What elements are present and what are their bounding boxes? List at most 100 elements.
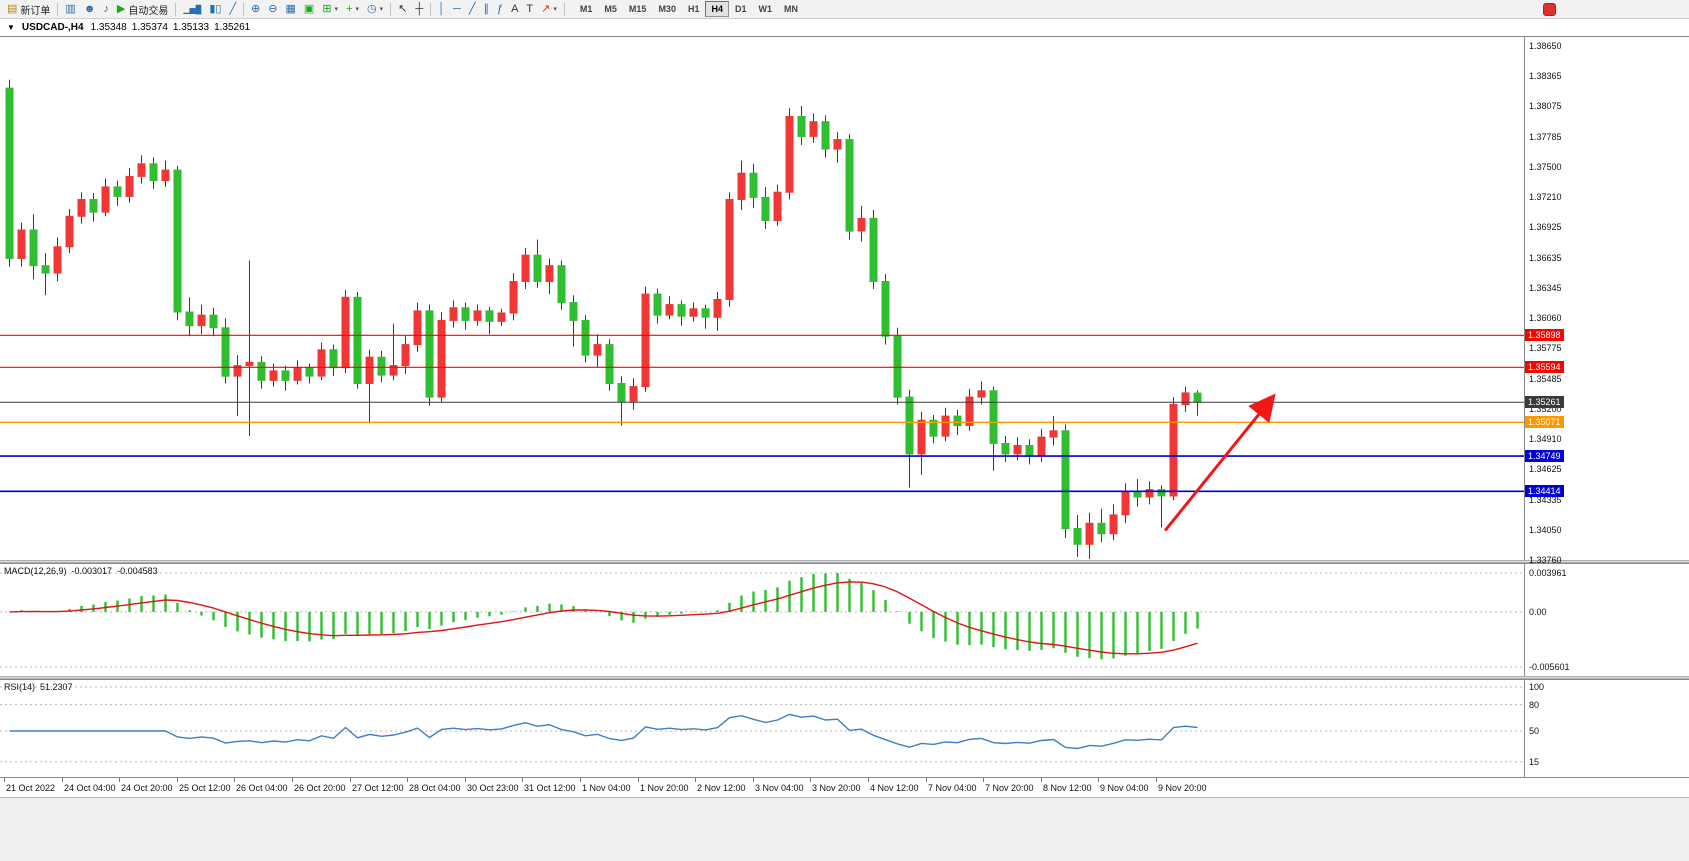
trendline-button[interactable]: ╱: [465, 1, 480, 18]
indicators-button[interactable]: + ▾: [342, 1, 363, 18]
tile-windows-button[interactable]: ▣: [300, 1, 318, 18]
trend-arrow[interactable]: [1163, 393, 1276, 532]
dropdown-caret-icon: ▾: [553, 6, 557, 13]
charts-button[interactable]: ▥: [61, 1, 79, 18]
price-tag: 1.34749: [1525, 450, 1564, 462]
time-label: 3 Nov 20:00: [812, 783, 861, 793]
rsi-axis-label: 50: [1529, 726, 1540, 736]
trendline-icon: ╱: [468, 2, 476, 15]
price-tick: 1.36635: [1529, 253, 1562, 263]
channel-button[interactable]: ∥: [479, 1, 493, 18]
time-tick: [753, 778, 754, 782]
autotrading-button[interactable]: ▶ 自动交易: [113, 1, 172, 18]
time-label: 9 Nov 20:00: [1158, 783, 1207, 793]
macd-histogram: [20, 573, 1199, 660]
vertical-line-icon: │: [438, 2, 446, 15]
macd-pane: MACD(12,26,9) -0.003017 -0.004583 0.003961…: [0, 563, 1689, 676]
price-chart-canvas[interactable]: [0, 37, 1524, 560]
crosshair-button[interactable]: ┼: [411, 1, 427, 18]
timeframe-m5[interactable]: M5: [604, 4, 617, 14]
text-icon: A: [511, 2, 519, 15]
periods-button[interactable]: ◷ ▾: [363, 1, 387, 18]
time-tick: [580, 778, 581, 782]
macd-axis-label: 0.003961: [1529, 568, 1567, 578]
label-icon: T: [526, 2, 534, 15]
rsi-axis-label: 80: [1529, 700, 1540, 710]
timeframe-m30[interactable]: M30: [658, 4, 676, 14]
macd-scale[interactable]: 0.003961 0.00 -0.005601: [1524, 564, 1688, 676]
alerts-button[interactable]: ♪: [99, 1, 113, 18]
price-tick: 1.38365: [1529, 71, 1562, 81]
time-axis[interactable]: 21 Oct 2022 24 Oct 04:00 24 Oct 20:00 25 Oc…: [0, 777, 1689, 797]
macd-canvas[interactable]: [0, 564, 1524, 676]
price-tick: 1.37500: [1529, 162, 1562, 172]
fibonacci-button[interactable]: ƒ: [493, 1, 507, 18]
toolbar-separator: [563, 2, 565, 16]
zoom-out-icon: ⊖: [268, 2, 278, 15]
ohlc-close: 1.35261: [214, 22, 251, 33]
macd-signal-value: -0.004583: [117, 566, 158, 576]
price-scale[interactable]: 1.38650 1.38365 1.38075 1.37785 1.37500 1.372…: [1524, 37, 1688, 565]
time-tick: [350, 778, 351, 782]
zoom-out-button[interactable]: ⊖: [264, 1, 281, 18]
time-label: 7 Nov 04:00: [928, 783, 977, 793]
time-label: 27 Oct 12:00: [352, 783, 404, 793]
text-button[interactable]: A: [507, 1, 522, 18]
price-tick: 1.34625: [1529, 464, 1562, 474]
new-chart-button[interactable]: ⊞ ▾: [318, 1, 342, 18]
grid-button[interactable]: ▦: [282, 1, 300, 18]
price-tick: 1.36345: [1529, 283, 1562, 293]
price-tag: 1.34414: [1525, 485, 1564, 497]
ohlc-high: 1.35374: [131, 22, 168, 33]
line-chart-mode-button[interactable]: ╱: [225, 1, 240, 18]
new-order-button[interactable]: ▤ 新订单: [3, 1, 54, 18]
time-tick: [465, 778, 466, 782]
rsi-scale[interactable]: 100 80 50 15: [1524, 680, 1688, 777]
dropdown-caret-icon: ▾: [379, 6, 384, 13]
timeframe-m15[interactable]: M15: [628, 4, 647, 14]
price-tag: 1.35261: [1525, 396, 1564, 408]
main-chart-pane: 1.38650 1.38365 1.38075 1.37785 1.37500 1.372…: [0, 36, 1689, 565]
zoom-in-button[interactable]: ⊕: [247, 1, 264, 18]
macd-signal-line: [9, 581, 1198, 655]
label-button[interactable]: T: [522, 1, 537, 18]
vertical-line-button[interactable]: │: [434, 1, 449, 18]
horizontal-line-button[interactable]: ─: [449, 1, 465, 18]
new-order-button-label: 新订单: [20, 5, 51, 17]
macd-label: MACD(12,26,9): [4, 566, 67, 576]
rsi-header: RSI(14) 51.2307: [4, 682, 78, 692]
workspace-filler: [0, 797, 1689, 861]
macd-main-value: -0.003017: [71, 566, 113, 576]
timeframe-h1[interactable]: H1: [687, 4, 700, 14]
timeframe-d1[interactable]: D1: [734, 4, 747, 14]
timeframe-group: M1 M5 M15 M30 H1 H4 D1 W1 MN: [574, 1, 804, 17]
timeframe-h4[interactable]: H4: [705, 1, 729, 17]
cursor-button[interactable]: ↖: [394, 1, 411, 18]
time-label: 1 Nov 04:00: [582, 783, 631, 793]
time-label: 31 Oct 12:00: [524, 783, 576, 793]
pane-splitter[interactable]: [0, 560, 1689, 563]
rsi-label: RSI(14): [4, 682, 36, 692]
notification-icon[interactable]: [1543, 2, 1556, 16]
toolbar-separator: [175, 2, 177, 16]
shapes-button[interactable]: ↗ ▾: [537, 1, 561, 18]
candlestick-series: [5, 79, 1202, 559]
pane-splitter[interactable]: [0, 676, 1689, 679]
timeframe-m1[interactable]: M1: [579, 4, 593, 14]
market-watch-button[interactable]: ☻: [80, 1, 100, 18]
price-tick: 1.38650: [1529, 41, 1562, 51]
autotrading-play-icon: ▶: [116, 2, 126, 15]
chart-menu-caret-icon[interactable]: ▼: [7, 23, 15, 32]
horizontal-line-icon: ─: [453, 2, 461, 15]
candlestick-mode-button[interactable]: ▮▯: [205, 1, 225, 18]
arrow-shape-icon: ↗: [541, 2, 551, 15]
price-tick: 1.34910: [1529, 434, 1562, 444]
ohlc-low: 1.35133: [172, 22, 210, 33]
bar-chart-mode-button[interactable]: ▁▅█: [179, 1, 205, 18]
rsi-canvas[interactable]: [0, 680, 1524, 777]
timeframe-w1[interactable]: W1: [758, 4, 773, 14]
sound-icon: ♪: [103, 2, 109, 15]
time-label: 9 Nov 04:00: [1100, 783, 1149, 793]
timeframe-mn[interactable]: MN: [784, 4, 798, 14]
price-tick: 1.36925: [1529, 222, 1562, 232]
